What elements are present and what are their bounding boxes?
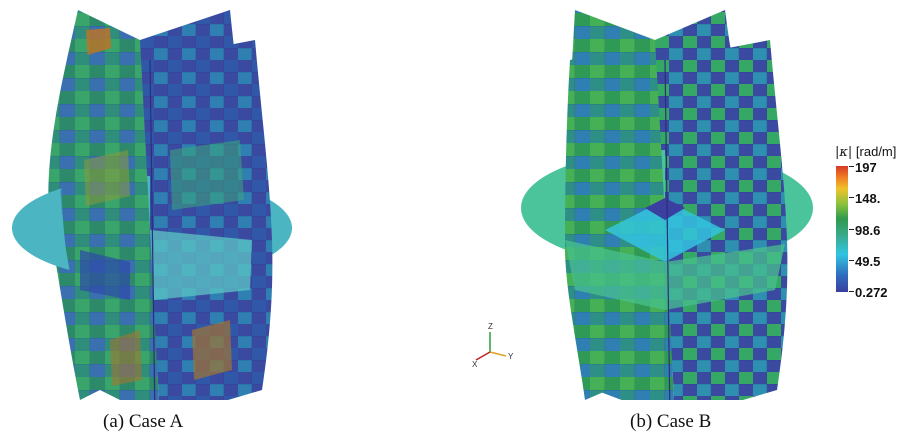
colorbar-gradient (836, 166, 848, 292)
axis-z-label: Z (488, 322, 493, 331)
wing-front-left (61, 40, 159, 400)
colorbar-tick (849, 197, 854, 198)
colorbar-symbol: |κ| (835, 145, 853, 160)
colorbar-tick (849, 260, 854, 261)
wing-front-right (150, 40, 273, 400)
colorbar-label-4: 49.5 (855, 254, 881, 269)
wing-front-left-b (565, 40, 675, 400)
caption-case-a: (a) Case A (103, 411, 184, 432)
colorbar-legend: |κ| [rad/m] 197 148. 98.6 49.5 0.272 (835, 144, 909, 307)
case-a-render (12, 10, 292, 400)
caption-case-b: (b) Case B (630, 411, 712, 432)
wing-front-right-b (665, 40, 788, 400)
case-b-render (521, 10, 813, 400)
colorbar-label-2: 148. (855, 191, 881, 206)
colorbar-label-max: 197 (855, 160, 877, 175)
axes-triad: Z Y X (466, 322, 518, 372)
colorbar-tick (849, 166, 854, 167)
axes-triad-icon (475, 332, 507, 361)
colorbar-tick (849, 229, 854, 230)
colorbar-label-3: 98.6 (855, 223, 881, 238)
colorbar-unit: [rad/m] (855, 144, 897, 159)
axis-x-label: X (472, 360, 478, 369)
colorbar-title: |κ| [rad/m] (835, 144, 896, 160)
colorbar-tick (849, 291, 854, 292)
colorbar-label-min: 0.272 (855, 285, 888, 300)
axis-y-label: Y (508, 352, 514, 361)
